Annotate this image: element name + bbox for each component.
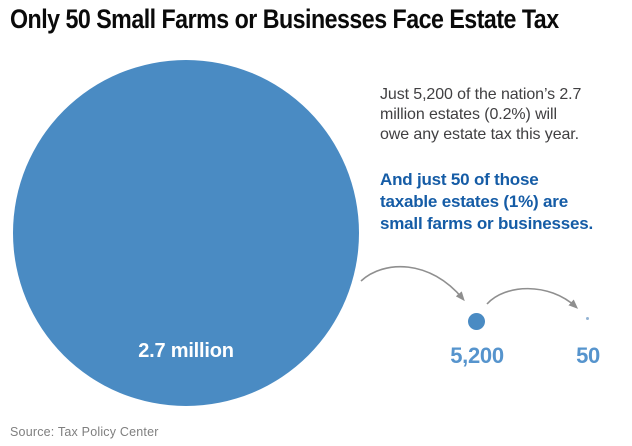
annotation-highlight: And just 50 of those taxable estates (1%… [380,170,594,233]
all-estates-circle: 2.7 million [13,60,359,406]
all-estates-label: 2.7 million [138,340,234,362]
annotation-block: Just 5,200 of the nation’s 2.7 million e… [380,85,630,235]
curved-arrow-icon-1 [360,265,465,302]
source-note: Source: Tax Policy Center [10,425,159,439]
small-farms-label: 50 [576,343,600,368]
page-title: Only 50 Small Farms or Businesses Face E… [10,4,559,34]
taxable-estates-label: 5,200 [450,343,504,368]
curved-arrow-icon-2 [486,287,579,309]
small-farms-dot [586,317,589,320]
annotation-body: Just 5,200 of the nation’s 2.7 million e… [380,86,582,143]
taxable-estates-dot [468,313,485,330]
